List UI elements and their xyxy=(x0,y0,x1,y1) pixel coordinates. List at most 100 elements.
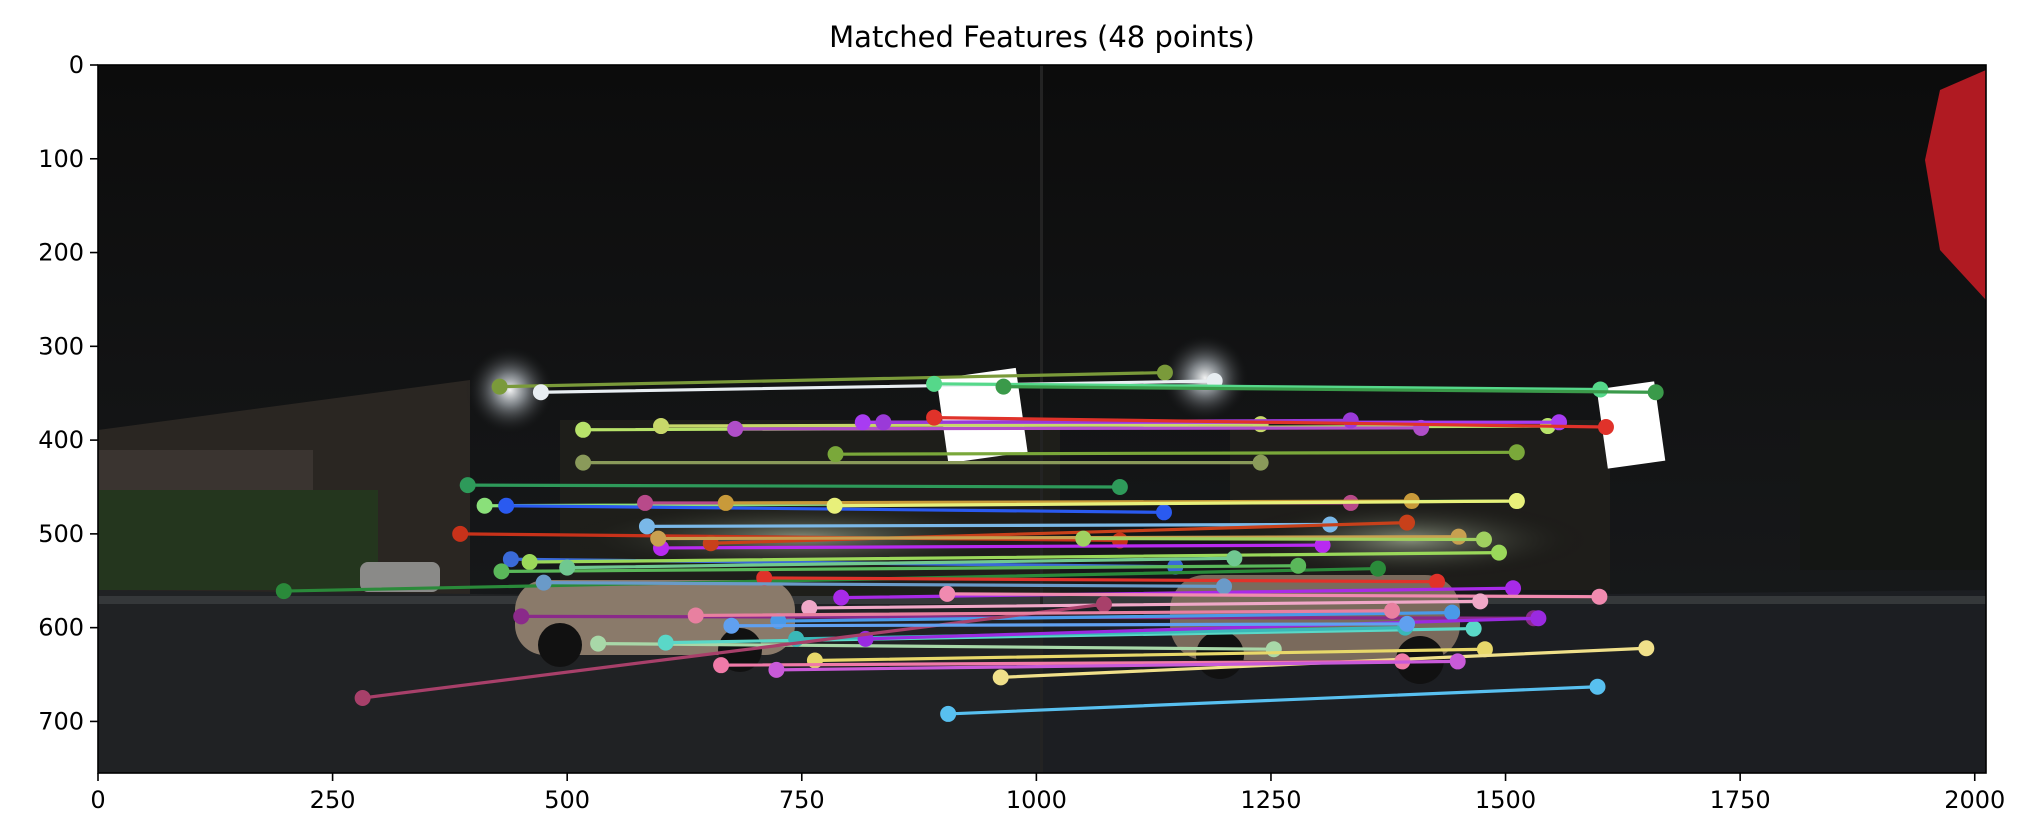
match-point-right-21 xyxy=(1399,514,1416,531)
match-point-right-27 xyxy=(1505,580,1522,597)
match-line-32 xyxy=(776,611,1454,623)
y-tick-label: 400 xyxy=(38,426,84,454)
match-line-21 xyxy=(709,521,1409,545)
match-line-6 xyxy=(733,426,1423,431)
match-line-28 xyxy=(542,581,1226,588)
match-point-left-45 xyxy=(559,559,576,576)
match-point-left-43 xyxy=(650,530,667,547)
match-point-right-37 xyxy=(1476,641,1493,658)
match-point-right-11 xyxy=(1508,444,1525,461)
y-tick-label: 100 xyxy=(38,145,84,173)
x-tick-label: 1500 xyxy=(1475,786,1536,814)
match-point-left-24 xyxy=(275,583,292,600)
match-point-left-28 xyxy=(535,574,552,591)
match-point-left-30 xyxy=(801,599,818,616)
match-point-left-38 xyxy=(992,669,1009,686)
match-line-12 xyxy=(466,483,1122,489)
match-line-0 xyxy=(498,370,1167,389)
match-point-left-3 xyxy=(995,378,1012,395)
match-point-left-13 xyxy=(476,497,493,514)
match-line-47 xyxy=(1081,536,1486,542)
match-point-right-24 xyxy=(1369,560,1386,577)
x-axis: 0 250 500 750 1000 1250 1500 1750 2000 xyxy=(90,773,2005,814)
match-point-right-30 xyxy=(1472,593,1489,610)
x-tick-label: 1750 xyxy=(1710,786,1771,814)
match-line-41 xyxy=(361,602,1106,700)
match-point-right-2 xyxy=(1592,381,1609,398)
match-point-right-14 xyxy=(1155,504,1172,521)
match-point-left-12 xyxy=(459,477,476,494)
match-point-right-10 xyxy=(1252,454,1269,471)
match-point-right-3 xyxy=(1647,384,1664,401)
x-tick-label: 250 xyxy=(310,786,356,814)
match-point-left-14 xyxy=(498,497,515,514)
match-point-right-26 xyxy=(1290,557,1307,574)
match-point-right-32 xyxy=(1444,604,1461,621)
match-point-left-25 xyxy=(756,569,773,586)
y-tick-label: 300 xyxy=(38,332,84,360)
match-lines xyxy=(275,364,1664,722)
match-point-left-6 xyxy=(727,420,744,437)
x-tick-label: 500 xyxy=(544,786,590,814)
x-tick-label: 2000 xyxy=(1944,786,2005,814)
match-point-right-46 xyxy=(1399,615,1416,632)
x-tick-label: 750 xyxy=(779,786,825,814)
match-line-11 xyxy=(833,450,1519,456)
match-line-44 xyxy=(694,609,1394,618)
match-point-left-27 xyxy=(833,589,850,606)
match-point-left-33 xyxy=(590,635,607,652)
match-point-left-11 xyxy=(827,446,844,463)
match-point-right-29 xyxy=(1591,588,1608,605)
y-tick-label: 0 xyxy=(69,51,84,79)
chart-title: Matched Features (48 points) xyxy=(829,20,1255,54)
y-axis: 0 100 200 300 400 500 600 700 xyxy=(38,51,98,735)
match-line-37 xyxy=(813,647,1487,663)
x-tick-label: 0 xyxy=(90,786,105,814)
match-point-left-0 xyxy=(491,378,508,395)
match-point-left-17 xyxy=(826,497,843,514)
match-point-left-23 xyxy=(521,554,538,571)
y-tick-label: 500 xyxy=(38,520,84,548)
match-point-left-15 xyxy=(637,494,654,511)
match-point-left-41 xyxy=(354,689,371,706)
match-point-left-26 xyxy=(493,563,510,580)
match-point-right-0 xyxy=(1156,364,1173,381)
match-point-left-18 xyxy=(452,525,469,542)
match-line-23 xyxy=(528,551,1501,564)
y-tick-label: 200 xyxy=(38,239,84,267)
match-point-right-47 xyxy=(1475,531,1492,548)
match-point-right-36 xyxy=(1530,610,1547,627)
y-tick-label: 600 xyxy=(38,614,84,642)
match-point-right-41 xyxy=(1095,596,1112,613)
match-point-right-12 xyxy=(1111,478,1128,495)
match-point-left-5 xyxy=(653,418,670,435)
match-line-40 xyxy=(774,659,1460,672)
match-line-25 xyxy=(762,576,1439,584)
match-point-left-31 xyxy=(513,608,530,625)
match-point-left-2 xyxy=(926,375,943,392)
match-line-19 xyxy=(645,522,1332,528)
match-line-9 xyxy=(932,415,1608,429)
match-line-43 xyxy=(656,535,1461,541)
match-point-left-40 xyxy=(768,661,785,678)
match-point-left-39 xyxy=(713,657,730,674)
match-point-right-23 xyxy=(1490,544,1507,561)
match-point-left-16 xyxy=(717,494,734,511)
match-point-right-40 xyxy=(1449,653,1466,670)
x-tick-label: 1000 xyxy=(1006,786,1067,814)
match-point-right-44 xyxy=(1384,602,1401,619)
y-tick-label: 700 xyxy=(38,707,84,735)
match-point-right-17 xyxy=(1508,493,1525,510)
match-point-left-7 xyxy=(854,414,871,431)
plot-frame xyxy=(97,64,1987,774)
match-point-left-10 xyxy=(575,454,592,471)
match-line-1 xyxy=(539,379,1217,394)
match-point-left-4 xyxy=(575,421,592,438)
match-point-left-1 xyxy=(532,384,549,401)
match-line-3 xyxy=(1001,385,1658,394)
match-point-right-45 xyxy=(1226,550,1243,567)
match-point-left-19 xyxy=(638,518,655,535)
match-point-left-22 xyxy=(502,551,519,568)
match-line-46 xyxy=(729,622,1409,628)
match-line-29 xyxy=(945,592,1601,599)
